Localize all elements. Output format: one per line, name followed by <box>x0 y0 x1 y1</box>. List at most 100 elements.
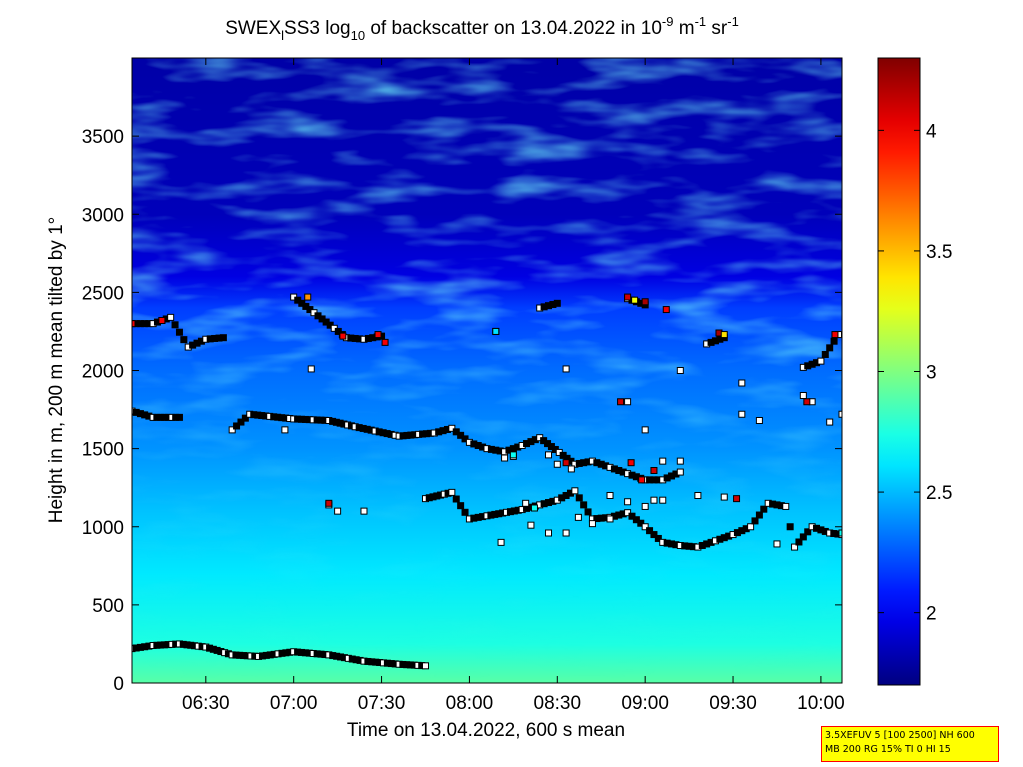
title-unit-2: sr <box>706 18 728 39</box>
layer-marker <box>628 512 636 520</box>
title-sup-1: -9 <box>662 14 674 29</box>
highlight-marker <box>733 495 741 503</box>
layer-marker <box>799 533 807 541</box>
layer-marker <box>817 357 825 365</box>
colorbar-tick-label: 2.5 <box>926 483 952 504</box>
layer-marker <box>171 321 179 329</box>
x-axis-ticks: 06:30 07:00 07:30 08:00 08:30 09:00 09:30 10:00 <box>182 58 845 714</box>
layer-marker <box>830 337 838 345</box>
scatter-marker <box>562 365 570 373</box>
scatter-marker <box>659 457 667 465</box>
svg-text:SWEXlSS3 log10 of backscatter: SWEXlSS3 log10 of backscatter on 13.04.2… <box>225 14 739 43</box>
layer-marker <box>219 334 227 342</box>
title-sub-2: 10 <box>351 28 365 43</box>
layer-marker <box>457 431 465 439</box>
scatter-marker <box>650 496 658 504</box>
highlight-marker <box>158 317 166 324</box>
highlight-marker <box>631 296 639 304</box>
highlight-marker <box>492 327 500 335</box>
layer-marker <box>654 534 662 542</box>
colorbar-tick-label: 3 <box>926 363 937 384</box>
layer-marker <box>233 422 241 430</box>
scatter-marker <box>720 493 728 501</box>
layer-marker <box>452 428 460 436</box>
scatter-marker <box>522 499 530 507</box>
scatter-marker <box>574 513 582 521</box>
scatter-marker <box>641 426 649 434</box>
colorbar-scale <box>877 57 921 686</box>
heatmap-plot-area <box>131 57 843 684</box>
x-tick-label: 08:00 <box>446 693 494 714</box>
highlight-marker <box>803 398 811 406</box>
title-mid: SS3 log <box>284 18 351 39</box>
scatter-marker <box>527 521 535 529</box>
colorbar: 2 2.5 3 3.5 4 <box>877 57 952 686</box>
scatter-marker <box>738 379 746 387</box>
title-sub-1: l <box>281 28 284 43</box>
scatter-marker <box>838 410 842 418</box>
scatter-marker <box>694 492 702 499</box>
scatter-marker <box>281 426 289 434</box>
scatter-marker <box>562 529 570 537</box>
layer-marker <box>646 527 654 535</box>
y-tick-label: 1500 <box>82 440 124 461</box>
scatter-marker <box>659 496 667 504</box>
scatter-marker <box>567 465 575 473</box>
layer-marker <box>676 468 684 476</box>
scatter-marker <box>501 454 509 462</box>
parameter-info-box: 3.5XEFUV 5 [100 2500] NH 600 MB 200 RG 1… <box>821 726 999 762</box>
y-axis-label: Height in m, 200 m mean tilted by 1° <box>46 217 67 523</box>
layer-marker <box>637 519 645 527</box>
layer-marker <box>228 426 236 434</box>
scatter-marker <box>553 460 561 468</box>
layer-marker <box>760 505 768 513</box>
layer-marker <box>580 501 588 509</box>
y-tick-label: 3000 <box>82 205 124 226</box>
x-tick-label: 09:00 <box>621 693 669 714</box>
layer-marker <box>175 413 183 421</box>
scatter-marker <box>588 520 596 528</box>
layer-marker <box>641 523 649 531</box>
scatter-marker <box>676 457 684 465</box>
layer-marker <box>826 344 834 352</box>
info-line-1: 3.5XEFUV 5 [100 2500] NH 600 <box>825 730 975 741</box>
layer-marker <box>180 336 188 344</box>
scatter-marker <box>826 418 834 426</box>
highlight-marker <box>662 306 670 314</box>
layer-marker <box>461 435 469 443</box>
scatter-marker <box>624 498 632 506</box>
highlight-marker <box>325 499 333 507</box>
title-mid-2: of backscatter on 13.04.2022 in 10 <box>365 18 662 39</box>
x-tick-label: 07:30 <box>358 693 406 714</box>
layer-marker <box>755 511 763 519</box>
layer-marker <box>795 538 803 546</box>
highlight-marker <box>624 293 632 301</box>
y-tick-label: 1000 <box>82 518 124 539</box>
layer-marker <box>804 528 812 536</box>
highlight-marker <box>638 476 646 484</box>
scatter-marker <box>606 515 614 523</box>
highlight-marker <box>374 331 382 339</box>
colorbar-tick-label: 2 <box>926 604 937 625</box>
scatter-marker <box>545 529 553 537</box>
highlight-marker <box>562 459 570 467</box>
y-tick-label: 0 <box>113 674 124 695</box>
layer-marker <box>624 509 632 517</box>
layer-marker <box>782 502 790 510</box>
layer-marker <box>786 523 794 531</box>
scatter-marker <box>738 410 746 418</box>
scatter-marker <box>307 365 315 373</box>
colorbar-tick-label: 3.5 <box>926 242 952 263</box>
scatter-marker <box>545 451 553 459</box>
layer-marker <box>575 494 583 502</box>
chart-title: SWEXlSS3 log10 of backscatter on 13.04.2… <box>225 14 739 43</box>
highlight-marker <box>509 451 517 459</box>
title-sup-3: -1 <box>727 14 739 29</box>
highlight-marker <box>720 331 728 339</box>
layer-marker <box>553 299 561 307</box>
scatter-marker <box>624 398 632 406</box>
highlight-marker <box>641 298 649 306</box>
layer-marker <box>461 508 469 516</box>
highlight-marker <box>530 504 538 512</box>
